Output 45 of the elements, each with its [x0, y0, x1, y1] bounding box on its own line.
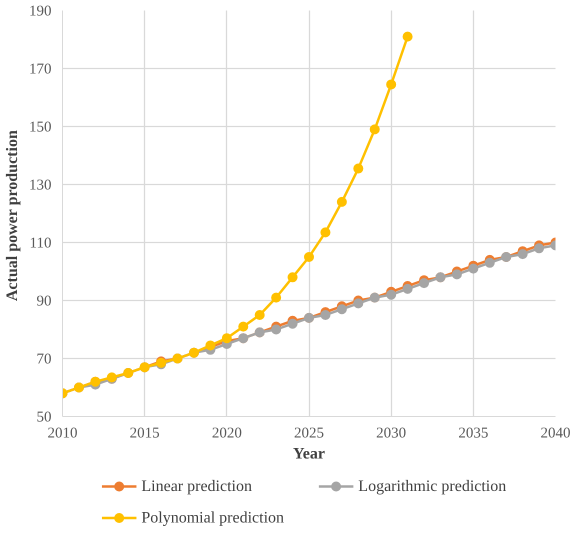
point [370, 124, 380, 134]
point [534, 243, 544, 254]
point [484, 258, 495, 268]
y-axis-title: Actual power production [4, 130, 21, 302]
y-tick-label: 190 [29, 4, 52, 20]
point [402, 32, 413, 42]
x-tick-label: 2020 [212, 426, 242, 442]
y-tick-label: 110 [30, 236, 52, 252]
point [271, 324, 282, 334]
point [238, 322, 248, 332]
point [271, 292, 282, 303]
x-tick-label: 2030 [376, 426, 406, 442]
y-tick-label: 50 [36, 410, 52, 426]
point [320, 310, 330, 320]
point [254, 310, 265, 320]
point [353, 298, 364, 308]
x-tick-label: 2035 [458, 426, 488, 442]
point [419, 278, 430, 288]
y-tick-label: 170 [29, 62, 52, 78]
legend-label: Polynomial prediction [141, 510, 284, 526]
x-tick-label: 2040 [540, 426, 570, 442]
point [386, 79, 396, 90]
point [386, 290, 396, 300]
point [402, 284, 413, 294]
point [288, 318, 298, 329]
point [304, 252, 314, 262]
point [320, 227, 330, 238]
x-tick-label: 2010 [48, 426, 78, 442]
legend-label: Logarithmic prediction [358, 478, 506, 495]
point [452, 269, 462, 280]
x-axis-title: Year [293, 446, 325, 462]
y-tick-label: 90 [36, 294, 52, 310]
point [518, 249, 528, 260]
point [222, 333, 232, 344]
point [336, 196, 347, 207]
y-tick-label: 70 [36, 352, 52, 368]
y-tick-label: 130 [29, 178, 52, 194]
point [353, 164, 364, 174]
point [468, 264, 478, 274]
x-tick-label: 2015 [130, 426, 160, 442]
point [336, 304, 347, 314]
point [288, 272, 298, 282]
legend-label: Linear prediction [141, 478, 252, 495]
y-tick-label: 150 [29, 120, 52, 136]
x-tick-label: 2025 [294, 426, 324, 442]
